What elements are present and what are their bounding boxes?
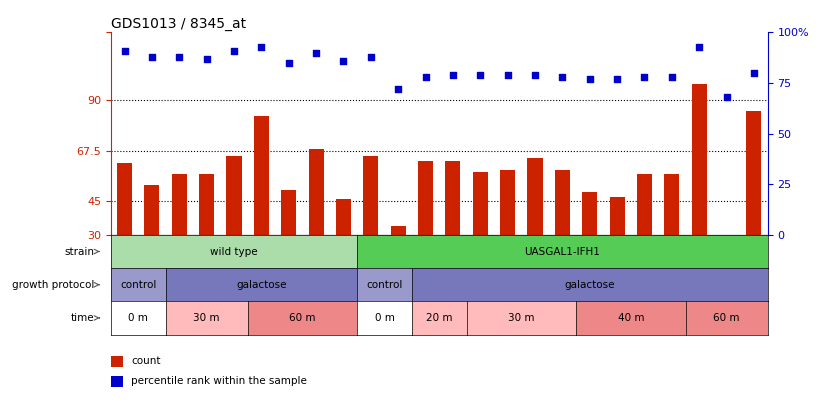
Bar — [172, 174, 187, 303]
Point — [419, 74, 432, 80]
Text: 0 m: 0 m — [128, 313, 148, 323]
Bar — [691, 84, 707, 303]
Point — [118, 47, 131, 54]
Text: 30 m: 30 m — [194, 313, 220, 323]
Bar — [664, 174, 680, 303]
Bar — [117, 163, 132, 303]
Bar — [445, 161, 461, 303]
Bar — [281, 190, 296, 303]
Text: 0 m: 0 m — [374, 313, 394, 323]
Point — [556, 74, 569, 80]
Text: count: count — [131, 356, 161, 366]
Point — [693, 43, 706, 50]
Point — [145, 53, 158, 60]
Bar — [200, 174, 214, 303]
Bar — [637, 174, 652, 303]
FancyBboxPatch shape — [111, 356, 123, 367]
FancyBboxPatch shape — [111, 376, 123, 387]
Bar — [336, 199, 351, 303]
Bar — [144, 185, 159, 303]
Bar — [719, 239, 734, 303]
Bar — [528, 158, 543, 303]
Point — [200, 55, 213, 62]
Point — [172, 53, 186, 60]
Point — [392, 86, 405, 92]
Bar — [746, 111, 762, 303]
Point — [501, 72, 514, 78]
Point — [310, 49, 323, 56]
Text: strain: strain — [64, 247, 94, 256]
Point — [337, 58, 350, 64]
Text: time: time — [71, 313, 94, 323]
Bar — [473, 172, 488, 303]
Point — [255, 43, 268, 50]
Bar — [555, 170, 570, 303]
Point — [638, 74, 651, 80]
Point — [611, 76, 624, 82]
Text: control: control — [120, 280, 156, 290]
Text: 40 m: 40 m — [617, 313, 644, 323]
Bar — [391, 226, 406, 303]
Text: galactose: galactose — [236, 280, 287, 290]
Bar — [500, 170, 516, 303]
Point — [447, 72, 460, 78]
Bar — [418, 161, 433, 303]
Bar — [363, 156, 378, 303]
Text: 60 m: 60 m — [289, 313, 315, 323]
Text: 30 m: 30 m — [508, 313, 534, 323]
Bar — [309, 149, 323, 303]
Point — [474, 72, 487, 78]
Point — [747, 70, 760, 76]
Point — [583, 76, 596, 82]
Text: growth protocol: growth protocol — [12, 280, 94, 290]
Bar — [227, 156, 241, 303]
Bar — [582, 192, 598, 303]
Bar — [609, 197, 625, 303]
Point — [282, 60, 296, 66]
Text: 60 m: 60 m — [713, 313, 740, 323]
Text: control: control — [366, 280, 402, 290]
Text: wild type: wild type — [210, 247, 258, 256]
Point — [365, 53, 378, 60]
Bar — [254, 116, 269, 303]
Text: GDS1013 / 8345_at: GDS1013 / 8345_at — [111, 17, 246, 31]
Text: 20 m: 20 m — [426, 313, 452, 323]
Point — [529, 72, 542, 78]
Point — [665, 74, 678, 80]
Text: galactose: galactose — [565, 280, 615, 290]
Text: UASGAL1-IFH1: UASGAL1-IFH1 — [525, 247, 600, 256]
Point — [720, 94, 733, 100]
Text: percentile rank within the sample: percentile rank within the sample — [131, 376, 307, 386]
Point — [227, 47, 241, 54]
